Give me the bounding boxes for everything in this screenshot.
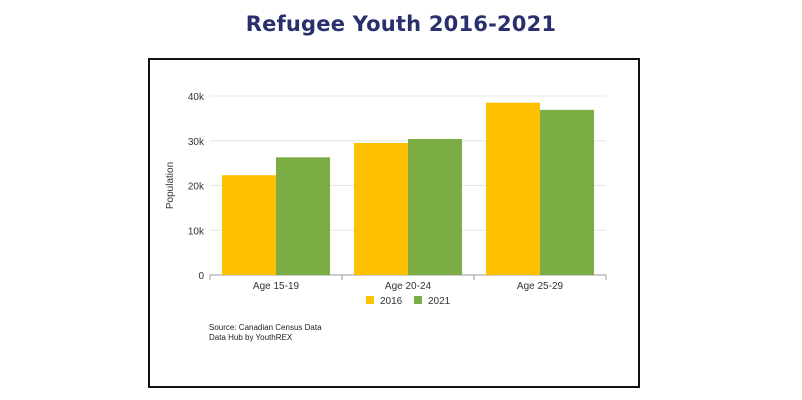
bar-2021-0	[276, 157, 330, 275]
bar-2021-1	[408, 138, 462, 275]
y-tick-label: 20k	[188, 182, 205, 193]
page-title: Refugee Youth 2016-2021	[245, 12, 557, 36]
legend-label-2021: 2021	[428, 296, 451, 307]
y-tick-label: 10k	[188, 226, 205, 237]
legend-swatch-2016	[366, 296, 374, 304]
x-tick-label: Age 25-29	[517, 281, 564, 292]
y-tick-label: 40k	[188, 92, 205, 103]
bar-2016-2	[486, 102, 540, 276]
x-tick-label: Age 20-24	[385, 281, 432, 292]
bar-2016-0	[222, 175, 276, 275]
legend-swatch-2021	[414, 296, 422, 304]
source-line: Source: Canadian Census Data	[209, 323, 322, 332]
y-axis-title: Population	[165, 162, 176, 209]
y-tick-label: 0	[198, 271, 204, 282]
legend-label-2016: 2016	[380, 296, 403, 307]
y-tick-label: 30k	[188, 137, 205, 148]
source-line: Data Hub by YouthREX	[209, 333, 293, 342]
chart-frame	[148, 58, 640, 388]
bar-2016-1	[354, 142, 408, 275]
bar-2021-2	[540, 109, 594, 275]
x-tick-label: Age 15-19	[253, 281, 300, 292]
